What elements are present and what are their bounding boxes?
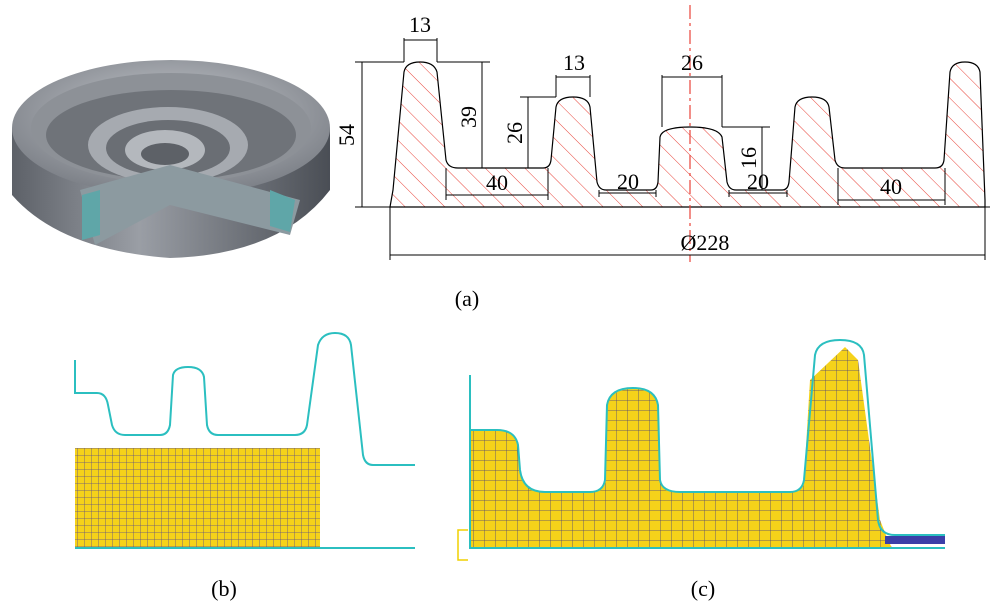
figure: 13 13 26 54 39 26 16 40 20 20 40 Ø228 (a… — [0, 0, 997, 608]
caption: (b) — [211, 576, 237, 601]
dimension-label: 40 — [486, 170, 508, 195]
die-outline — [75, 333, 415, 465]
dimension-label: 20 — [617, 169, 639, 194]
workpiece-mesh — [470, 347, 892, 548]
dimension-label: 13 — [563, 50, 585, 75]
section-drawing: 13 13 26 54 39 26 16 40 20 20 40 Ø228 — [334, 5, 990, 262]
dimension-label: 54 — [334, 124, 359, 146]
dimension-label: 20 — [747, 169, 769, 194]
billet-mesh — [75, 448, 320, 548]
panel-c — [458, 340, 945, 560]
caption: (c) — [691, 576, 715, 601]
marker — [458, 530, 468, 560]
dimension-label: 26 — [502, 122, 527, 144]
dimension-label: 40 — [880, 174, 902, 199]
panel-b — [75, 333, 415, 548]
dimension-label: Ø228 — [681, 230, 730, 255]
caption: (a) — [455, 286, 479, 311]
part-render — [12, 60, 330, 258]
dimension-label: 26 — [681, 50, 703, 75]
dimension-label: 16 — [736, 147, 761, 169]
flash-mesh — [885, 536, 945, 544]
dimension-label: 39 — [456, 106, 481, 128]
dimension-label: 13 — [409, 12, 431, 37]
